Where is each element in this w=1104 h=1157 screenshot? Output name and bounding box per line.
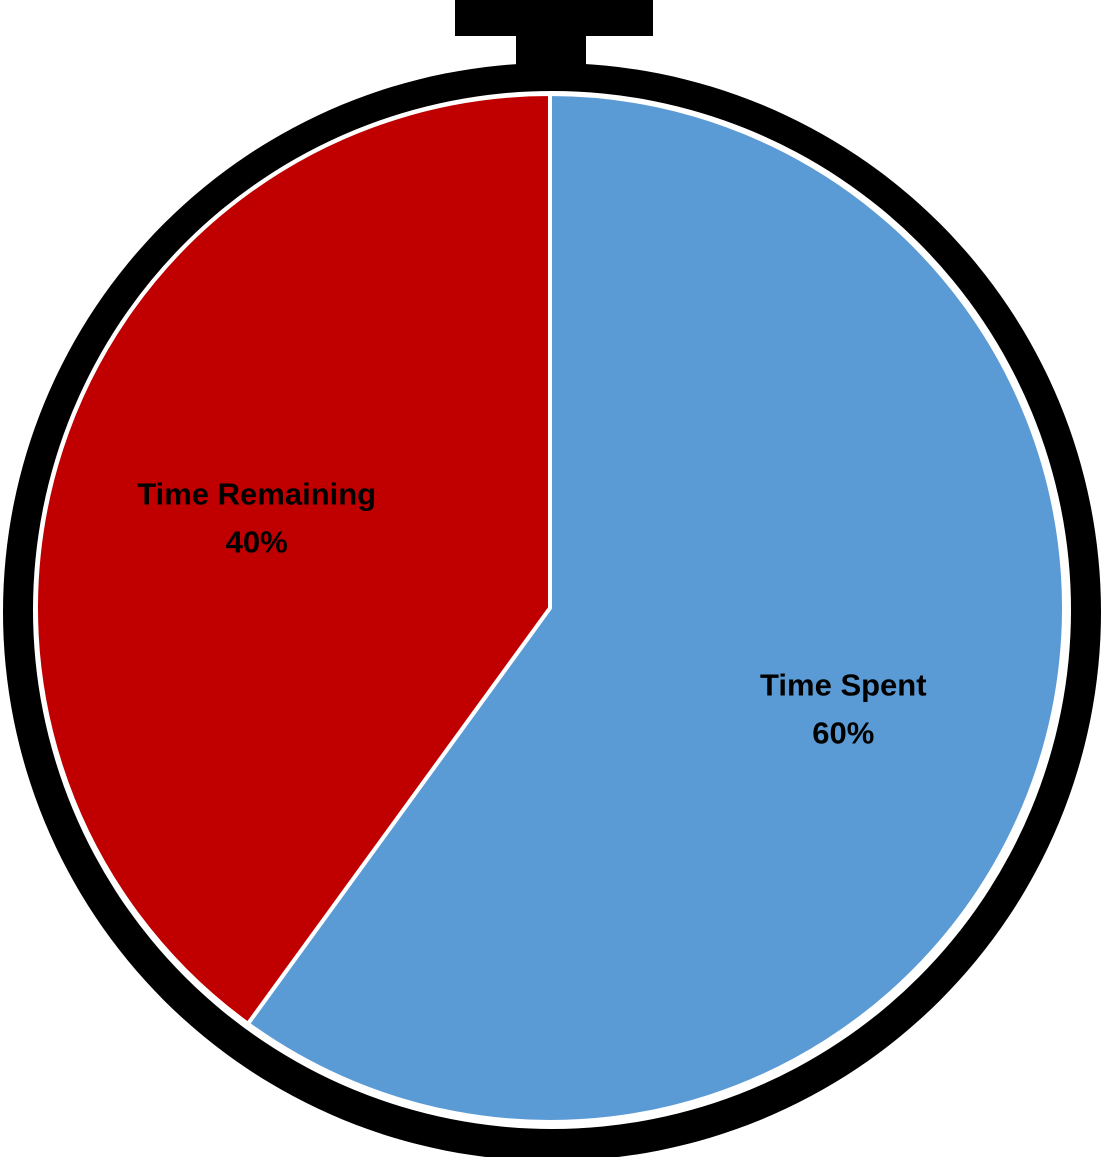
slice-value-time-remaining: 40% [226,525,288,560]
pie-slice-time-remaining [34,92,552,1026]
stopwatch-crown [455,0,653,36]
slice-value-time-spent: 60% [812,715,874,750]
slice-label-time-spent: Time Spent [760,667,927,702]
pie-labels: Time Spent 60% Time Remaining 40% [137,477,926,751]
slice-label-time-remaining: Time Remaining [137,477,376,512]
pie-slices [34,92,1067,1124]
pie-slice-time-spent [245,92,1067,1124]
